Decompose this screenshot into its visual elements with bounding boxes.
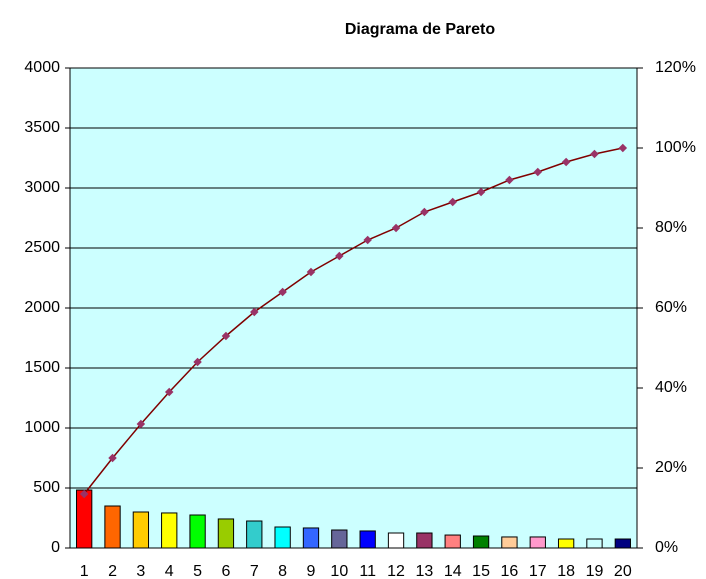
line-marker — [363, 235, 372, 245]
bar — [331, 529, 348, 549]
bar — [76, 489, 93, 549]
bar — [161, 512, 178, 549]
x-tick-label: 2 — [108, 563, 117, 579]
x-tick-label: 7 — [250, 563, 259, 579]
bar — [189, 514, 206, 549]
x-tick-label: 18 — [557, 563, 575, 579]
line-marker — [136, 419, 146, 429]
x-tick-label: 3 — [136, 563, 145, 579]
y-tick-label: 0 — [51, 539, 60, 556]
x-tick-label: 20 — [614, 563, 632, 579]
bar — [472, 535, 490, 549]
y-tick-label: 3000 — [24, 179, 60, 196]
bar — [246, 520, 263, 549]
cumulative-line — [83, 147, 623, 495]
bar — [614, 538, 631, 549]
line-marker — [420, 207, 429, 217]
line-marker — [79, 489, 89, 499]
line-marker — [335, 251, 344, 261]
y2-tick-label: 100% — [655, 139, 696, 156]
x-tick-label: 4 — [165, 563, 174, 579]
line-marker — [221, 331, 231, 341]
line-marker — [505, 175, 514, 185]
bar — [501, 536, 518, 549]
line-marker — [306, 267, 316, 277]
bar — [586, 538, 603, 549]
bar — [359, 530, 376, 549]
y-tick-label: 500 — [33, 479, 60, 496]
x-tick-label: 19 — [586, 563, 604, 579]
x-tick-label: 17 — [529, 563, 547, 579]
line-marker — [476, 187, 486, 197]
y-tick-label: 4000 — [24, 59, 60, 76]
y-tick-label: 2000 — [24, 299, 60, 316]
x-tick-label: 11 — [359, 563, 376, 579]
x-tick-label: 1 — [80, 563, 89, 579]
bar — [302, 527, 320, 549]
x-tick-label: 5 — [193, 563, 202, 579]
x-tick-label: 13 — [415, 563, 433, 579]
x-tick-label: 16 — [501, 563, 519, 579]
x-tick-label: 12 — [387, 563, 405, 579]
bar — [444, 534, 461, 549]
bar — [557, 538, 575, 549]
line-marker — [108, 453, 117, 463]
line-marker — [193, 357, 202, 367]
bar — [387, 532, 405, 549]
bar — [104, 505, 121, 549]
x-tick-label: 8 — [278, 563, 287, 579]
line-marker — [391, 223, 401, 233]
y2-tick-label: 20% — [655, 459, 687, 476]
x-tick-label: 9 — [307, 563, 316, 579]
y2-tick-label: 60% — [655, 299, 687, 316]
y-tick-label: 1500 — [24, 359, 60, 376]
x-tick-label: 15 — [472, 563, 490, 579]
bar — [217, 518, 235, 549]
y2-tick-label: 120% — [655, 59, 696, 76]
y-tick-label: 1000 — [24, 419, 60, 436]
line-marker — [278, 287, 287, 297]
line-marker — [164, 387, 174, 397]
bar — [274, 526, 291, 549]
line-marker — [250, 307, 259, 317]
line-marker — [448, 197, 457, 207]
y-tick-label: 2500 — [24, 239, 60, 256]
y2-tick-label: 40% — [655, 379, 687, 396]
y2-tick-label: 0% — [655, 539, 678, 556]
x-tick-label: 10 — [330, 563, 348, 579]
bar — [529, 536, 546, 549]
y2-tick-label: 80% — [655, 219, 687, 236]
bar — [132, 511, 150, 549]
y-tick-label: 3500 — [24, 119, 60, 136]
x-tick-label: 6 — [221, 563, 230, 579]
bar — [416, 532, 433, 549]
x-tick-label: 14 — [444, 563, 462, 579]
chart-title: Diagrama de Pareto — [345, 21, 496, 38]
